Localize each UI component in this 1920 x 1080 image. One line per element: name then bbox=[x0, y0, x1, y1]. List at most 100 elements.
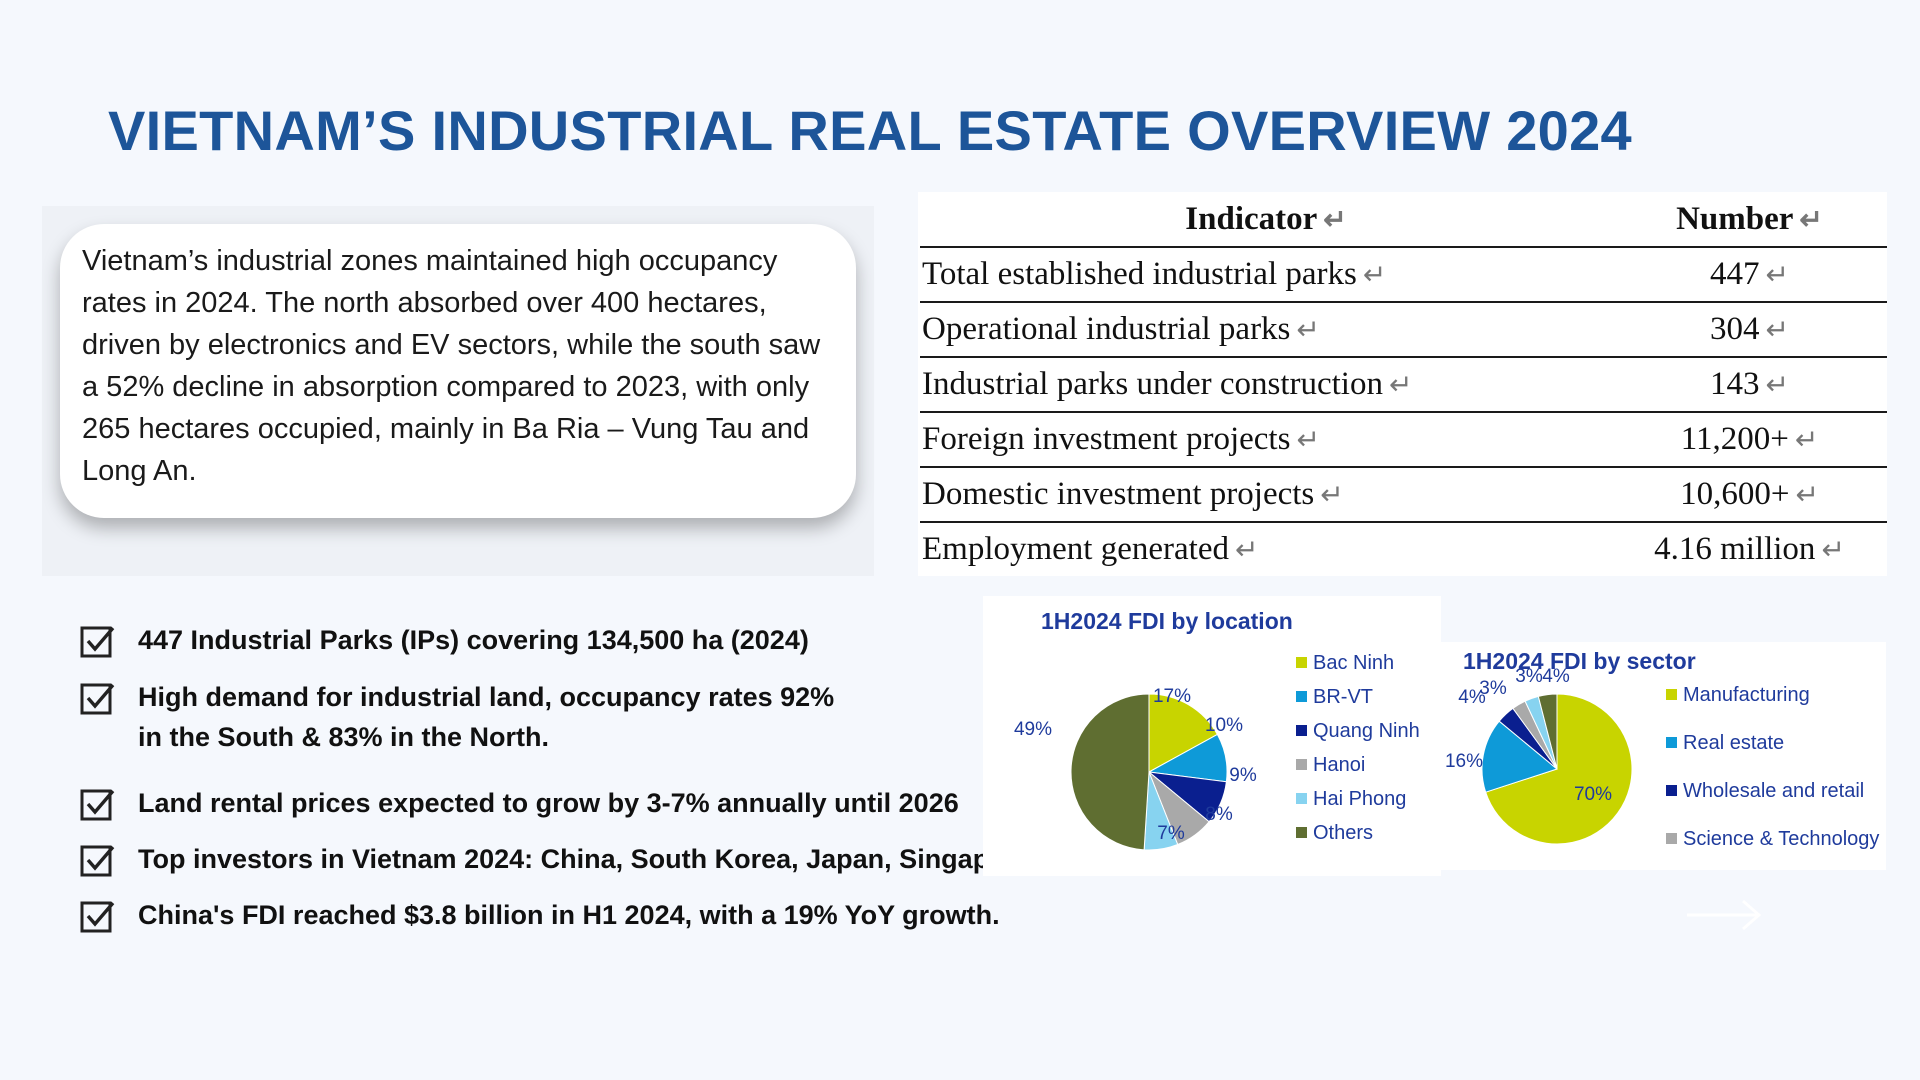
legend-item: Hanoi bbox=[1296, 754, 1365, 777]
header-number-label: Number bbox=[1676, 200, 1794, 237]
return-mark-icon: ↵ bbox=[1765, 260, 1789, 291]
legend-swatch bbox=[1296, 759, 1307, 770]
checked-box-icon bbox=[80, 626, 115, 658]
legend-label: BR-VT bbox=[1313, 686, 1373, 708]
indicator-label: Domestic investment projects bbox=[922, 476, 1315, 512]
return-mark-icon: ↵ bbox=[1821, 535, 1845, 566]
data-label: 10% bbox=[1205, 715, 1243, 736]
number-value: 447 bbox=[1710, 256, 1760, 292]
pie-slice bbox=[1148, 693, 1219, 773]
fdi-sector-pie: 70%16%4%3%3% 4% bbox=[1445, 666, 1633, 845]
table-row: Domestic investment projects ↵ 10,600+ ↵ bbox=[920, 466, 1887, 522]
return-mark-icon: ↵ bbox=[1388, 370, 1413, 401]
data-label: 16% bbox=[1445, 751, 1483, 772]
legend-label: Quang Ninh bbox=[1313, 720, 1420, 742]
checked-box-icon bbox=[80, 683, 115, 715]
data-label: 70% bbox=[1574, 784, 1612, 805]
indicator-cell: Domestic investment projects ↵ bbox=[920, 466, 1612, 522]
legend-label: Wholesale and retail bbox=[1683, 780, 1865, 802]
legend-swatch bbox=[1296, 657, 1307, 668]
data-label: 3% bbox=[1515, 666, 1543, 687]
legend-item: BR-VT bbox=[1296, 686, 1373, 709]
bullet-text: High demand for industrial land, occupan… bbox=[138, 682, 835, 712]
table-header-row: Indicator ↵ Number ↵ bbox=[920, 192, 1887, 247]
fdi-sector-chart-title: 1H2024 FDI by sector bbox=[1463, 648, 1696, 674]
return-mark-icon: ↵ bbox=[1765, 315, 1789, 346]
data-label: 3% bbox=[1479, 678, 1507, 699]
number-value: 10,600+ bbox=[1680, 476, 1790, 512]
page-title: VIETNAM’S INDUSTRIAL REAL ESTATE OVERVIE… bbox=[108, 99, 1632, 162]
data-label: 4% bbox=[1542, 666, 1570, 687]
legend-swatch bbox=[1666, 689, 1677, 700]
checked-box-icon bbox=[80, 901, 115, 933]
return-mark-icon: ↵ bbox=[1296, 315, 1320, 346]
legend-swatch bbox=[1666, 737, 1677, 748]
indicator-label: Operational industrial parks bbox=[922, 311, 1291, 347]
pie-slice bbox=[1070, 693, 1150, 851]
legend-swatch bbox=[1296, 827, 1307, 838]
legend-item: Wholesale and retail bbox=[1666, 780, 1864, 803]
indicator-label: Foreign investment projects bbox=[922, 421, 1291, 457]
header-number: Number ↵ bbox=[1612, 192, 1887, 247]
fdi-location-chart-panel: 1H2024 FDI by location 17% 10% 9% 8% 7% 49% B… bbox=[983, 596, 1441, 876]
legend-label: Real estate bbox=[1683, 732, 1785, 754]
return-mark-icon: ↵ bbox=[1795, 480, 1819, 511]
data-label: 8% bbox=[1205, 804, 1233, 825]
legend-swatch bbox=[1296, 793, 1307, 804]
legend-label: Manufacturing bbox=[1683, 684, 1810, 706]
data-label: 7% bbox=[1157, 823, 1185, 844]
fdi-location-pie: 17% 10% 9% 8% 7% 49% bbox=[1014, 686, 1257, 851]
legend-label: Science & Technology bbox=[1683, 828, 1880, 850]
legend-item: Science & Technology bbox=[1666, 828, 1879, 851]
summary-text: Vietnam’s industrial zones maintained hi… bbox=[82, 245, 821, 487]
indicator-table: Indicator ↵ Number ↵ Total established ind… bbox=[920, 192, 1887, 576]
return-mark-icon: ↵ bbox=[1320, 480, 1344, 511]
data-label: 17% bbox=[1153, 686, 1191, 707]
table-row: Employment generated ↵ 4.16 million ↵ bbox=[920, 521, 1887, 576]
legend-item: Manufacturing bbox=[1666, 684, 1810, 707]
number-cell: 304 ↵ bbox=[1612, 301, 1887, 357]
legend-label: Others bbox=[1313, 822, 1374, 844]
table-row: Industrial parks under construction ↵ 143 ↵ bbox=[920, 356, 1887, 412]
arrow-right-icon bbox=[1687, 899, 1762, 931]
number-cell: 447 ↵ bbox=[1612, 246, 1887, 302]
return-mark-icon: ↵ bbox=[1794, 425, 1819, 456]
number-value: 4.16 million bbox=[1654, 531, 1816, 567]
number-cell: 143 ↵ bbox=[1612, 356, 1887, 412]
number-cell: 4.16 million ↵ bbox=[1612, 521, 1887, 576]
data-label: 49% bbox=[1014, 719, 1052, 740]
table-row: Operational industrial parks ↵ 304 ↵ bbox=[920, 301, 1887, 357]
table-row: Foreign investment projects ↵ 11,200+ ↵ bbox=[920, 411, 1887, 467]
table-row: Total established industrial parks ↵ 447 ↵ bbox=[920, 246, 1887, 302]
legend-label: Hai Phong bbox=[1313, 788, 1407, 810]
pie-slice bbox=[1537, 693, 1558, 770]
legend-item: Bac Ninh bbox=[1296, 652, 1394, 675]
legend-item: Others bbox=[1296, 822, 1373, 845]
legend-label: Bac Ninh bbox=[1313, 652, 1395, 674]
number-value: 304 bbox=[1710, 311, 1760, 347]
bullet-text: 447 Industrial Parks (IPs) covering 134,… bbox=[138, 625, 809, 655]
indicator-label: Employment generated bbox=[922, 531, 1229, 567]
legend-item: Real estate bbox=[1666, 732, 1784, 755]
pie-slice bbox=[1481, 720, 1559, 793]
indicator-cell: Employment generated ↵ bbox=[920, 521, 1612, 576]
number-cell: 11,200+ ↵ bbox=[1612, 411, 1887, 467]
indicator-label: Industrial parks under construction bbox=[922, 366, 1383, 402]
fdi-location-chart-title: 1H2024 FDI by location bbox=[1041, 608, 1293, 634]
return-mark-icon: ↵ bbox=[1234, 535, 1259, 566]
header-indicator: Indicator ↵ bbox=[920, 192, 1612, 247]
header-indicator-label: Indicator bbox=[1185, 200, 1318, 237]
legend-swatch bbox=[1666, 785, 1677, 796]
return-mark-icon: ↵ bbox=[1362, 260, 1387, 291]
bullet-text-continued: in the South & 83% in the North. bbox=[138, 722, 549, 752]
data-label: 4% bbox=[1458, 687, 1486, 708]
legend-swatch bbox=[1296, 725, 1307, 736]
legend-item: Quang Ninh bbox=[1296, 720, 1420, 743]
return-mark-icon: ↵ bbox=[1765, 370, 1789, 401]
summary-card bbox=[60, 224, 856, 518]
number-cell: 10,600+ ↵ bbox=[1612, 466, 1887, 522]
number-value: 11,200+ bbox=[1680, 421, 1789, 457]
legend-swatch bbox=[1296, 691, 1307, 702]
checked-box-icon bbox=[80, 845, 115, 877]
number-value: 143 bbox=[1710, 366, 1760, 402]
